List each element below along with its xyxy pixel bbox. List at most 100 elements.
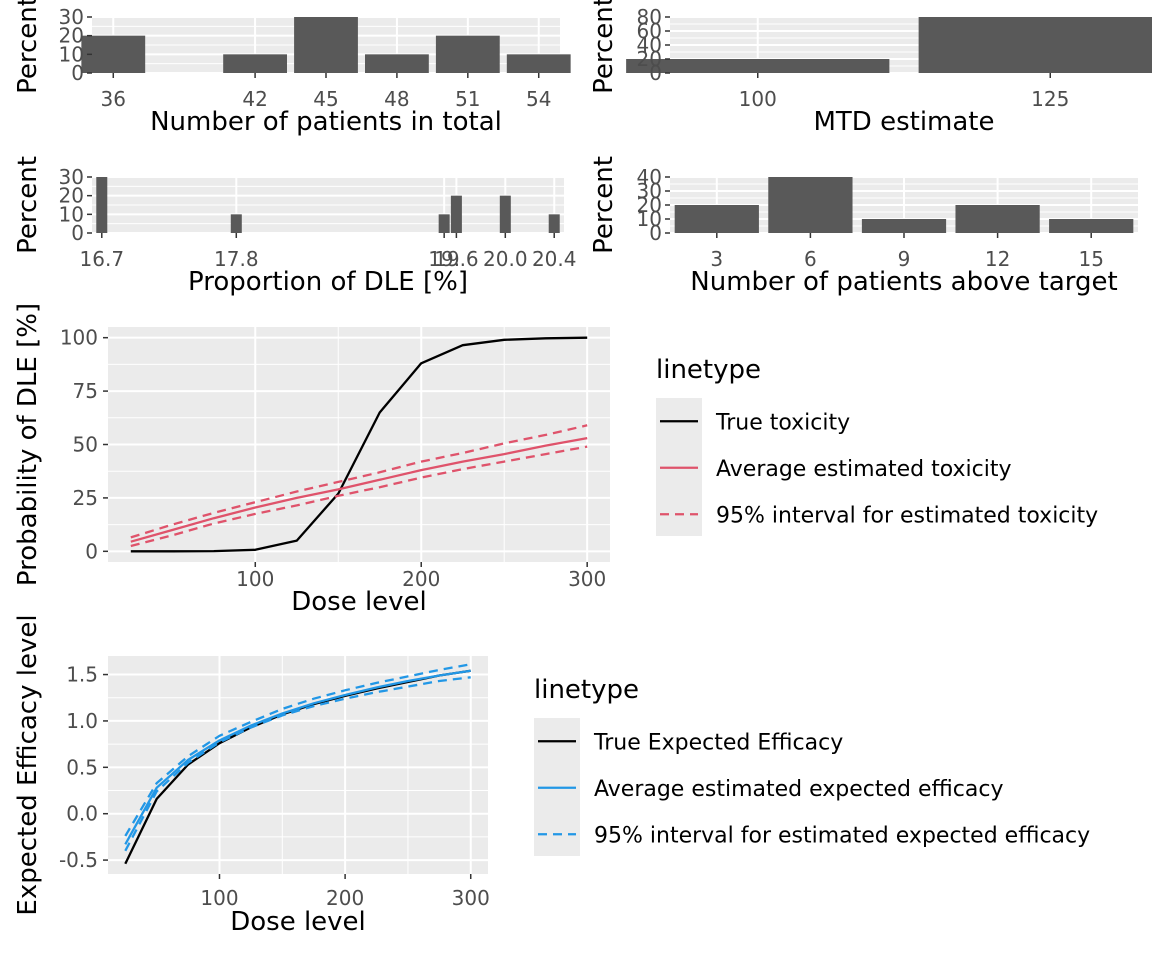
legend-title: linetype — [656, 355, 761, 385]
y-tick-label: 30 — [59, 5, 84, 29]
x-tick-label: 100 — [739, 87, 777, 111]
y-tick-label: 40 — [637, 165, 662, 189]
x-tick-label: 200 — [402, 567, 440, 591]
x-axis-title: Dose level — [230, 907, 366, 937]
bar-20.0 — [499, 195, 511, 233]
y-tick-label: 75 — [73, 379, 98, 403]
y-tick-label: 60 — [637, 19, 662, 43]
p5-legend: linetype True toxicity Average estimated t… — [656, 355, 1098, 536]
x-axis-title: Number of patients above target — [690, 267, 1117, 297]
x-tick-label: 6 — [804, 247, 817, 271]
x-tick-label: 15 — [1078, 247, 1103, 271]
x-tick-label: 9 — [898, 247, 911, 271]
x-tick-label: 100 — [200, 886, 238, 910]
y-axis-title: Percent — [589, 0, 619, 94]
x-tick-label: 36 — [101, 87, 126, 111]
y-tick-label: 0 — [85, 539, 98, 563]
y-tick-label: 10 — [637, 207, 662, 231]
x-tick-label: 16.7 — [80, 247, 125, 271]
y-axis-title: Probability of DLE [%] — [13, 303, 43, 586]
legend-label: 95% interval for estimated toxicity — [716, 503, 1098, 528]
bar-19.5 — [438, 214, 450, 233]
bar-9 — [861, 219, 947, 233]
x-tick-label: 42 — [242, 87, 267, 111]
y-tick-label: 40 — [637, 33, 662, 57]
bar-3 — [674, 205, 759, 233]
series-line-3 — [130, 424, 588, 539]
bar-15 — [1049, 219, 1134, 233]
p6-panel: -0.5 0.0 0.5 1.0 1.5 100 200 300 Dose level Expec… — [13, 614, 1090, 937]
y-tick-label: 0.5 — [66, 755, 98, 779]
bar-6 — [768, 177, 853, 233]
y-tick-label: 0 — [71, 61, 84, 85]
x-tick-label: 200 — [326, 886, 364, 910]
p5-panel: 0 25 50 75 100 100 200 300 Dose level Probability… — [13, 303, 1098, 617]
y-tick-label: 0.0 — [66, 802, 98, 826]
series-line-2 — [124, 676, 471, 852]
bar-12 — [955, 205, 1040, 233]
y-tick-label: -0.5 — [59, 848, 98, 872]
y-axis-title: Percent — [589, 156, 619, 254]
bar-48 — [365, 54, 429, 73]
legend-label: Average estimated toxicity — [716, 457, 1012, 482]
y-tick-label: 1.0 — [66, 709, 98, 733]
bar-125 — [918, 17, 1152, 73]
x-tick-label: 19. — [428, 247, 460, 271]
bar-19.6 — [450, 195, 462, 233]
x-tick-label: 125 — [1031, 87, 1069, 111]
series-line-1 — [130, 436, 588, 543]
y-tick-label: 0 — [71, 221, 84, 245]
y-tick-label: 10 — [59, 42, 84, 66]
y-axis-title: Percent — [13, 156, 43, 254]
series-line-0 — [130, 336, 588, 553]
x-tick-label: 48 — [384, 87, 409, 111]
y-axis-title: Percent — [13, 0, 43, 94]
x-tick-label: 12 — [985, 247, 1010, 271]
bar-45 — [294, 17, 358, 73]
y-tick-label: 0 — [649, 61, 662, 85]
y-tick-label: 20 — [59, 24, 84, 48]
x-tick-label: 3 — [710, 247, 723, 271]
legend-label: True Expected Efficacy — [593, 730, 843, 755]
y-tick-label: 50 — [73, 433, 98, 457]
legend-label: 95% interval for estimated expected effi… — [594, 823, 1090, 848]
bar-42 — [223, 54, 287, 73]
x-axis-title: Proportion of DLE [%] — [188, 267, 468, 297]
x-axis-title: Dose level — [291, 587, 427, 617]
x-tick-label: 45 — [313, 87, 338, 111]
series-line-2 — [130, 445, 588, 548]
y-tick-label: 1.5 — [66, 663, 98, 687]
bar-51 — [435, 35, 500, 73]
legend-label: True toxicity — [715, 410, 850, 435]
y-tick-label: 30 — [59, 165, 84, 189]
x-axis-title: MTD estimate — [813, 107, 994, 137]
x-tick-label: 17.8 — [214, 247, 259, 271]
x-tick-label: 20.0 — [483, 247, 528, 271]
y-tick-label: 80 — [637, 5, 662, 29]
bar-16.7 — [96, 177, 108, 233]
y-tick-label: 20 — [59, 184, 84, 208]
y-axis-title: Expected Efficacy level — [13, 614, 43, 915]
legend-title: linetype — [534, 675, 639, 705]
legend-label: Average estimated expected efficacy — [594, 777, 1003, 802]
p6-legend: linetype True Expected Efficacy Average es… — [534, 675, 1090, 856]
y-tick-label: 0 — [649, 221, 662, 245]
y-tick-label: 20 — [637, 193, 662, 217]
bar-17.8 — [230, 214, 242, 233]
y-tick-label: 20 — [637, 47, 662, 71]
p6-plot-background — [108, 656, 488, 874]
bar-54 — [506, 54, 571, 73]
y-tick-label: 30 — [637, 179, 662, 203]
x-tick-label: 300 — [568, 567, 606, 591]
y-tick-label: 25 — [73, 486, 98, 510]
bar-20.4 — [548, 214, 560, 233]
x-tick-label: 19.6 — [434, 247, 479, 271]
x-tick-label: 51 — [455, 87, 480, 111]
x-tick-label: 100 — [236, 567, 274, 591]
bar-100 — [626, 59, 890, 73]
